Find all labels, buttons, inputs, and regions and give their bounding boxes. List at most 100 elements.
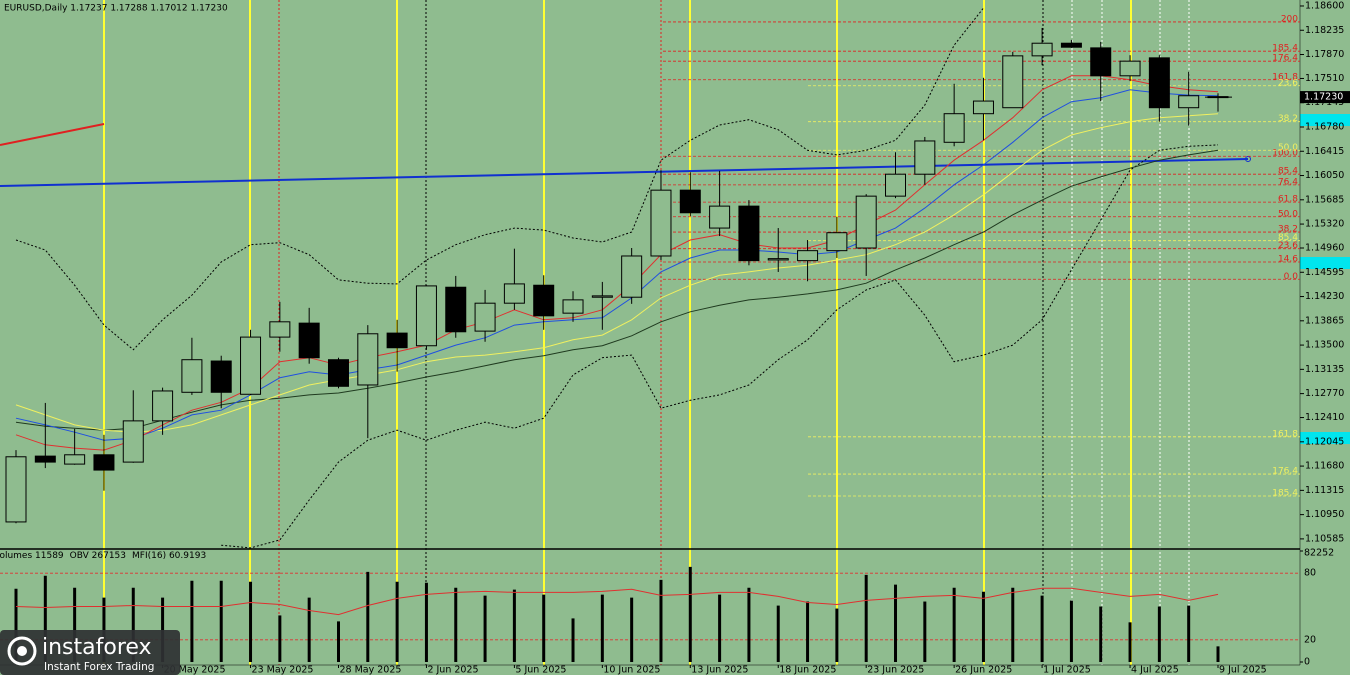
candle-body — [210, 360, 232, 393]
fib-label: 176.4 — [1272, 54, 1298, 64]
candle-body — [1178, 95, 1200, 109]
x-tick-label: 2 Jun 2025 — [427, 665, 478, 675]
fib-label: 100.0 — [1272, 149, 1298, 159]
candle-body — [533, 284, 555, 317]
candle-body — [445, 286, 467, 333]
y2-tick-label: 80 — [1304, 568, 1316, 579]
y-tick-label: 1.17870 — [1305, 49, 1344, 60]
candle-body — [1002, 55, 1024, 109]
candle-body — [298, 322, 320, 359]
candle-body — [797, 250, 819, 262]
indicator-line — [15, 75, 1219, 451]
candle-body — [562, 299, 584, 314]
candle-body — [181, 359, 203, 393]
candle-body — [34, 455, 56, 463]
fib-label: 176.4 — [1272, 467, 1298, 477]
candle-body — [855, 195, 877, 249]
x-tick-label: 10 Jun 2025 — [603, 665, 660, 675]
candle-body — [5, 456, 27, 523]
candle-body — [64, 454, 86, 465]
indicator-line — [221, 144, 1219, 549]
fib-label: 14.6 — [1278, 254, 1298, 264]
y-tick-label: 1.14595 — [1305, 267, 1344, 278]
indicator-line — [15, 113, 1219, 433]
price-tag — [1300, 114, 1350, 126]
candle-body — [93, 454, 115, 471]
candle-body — [357, 333, 379, 386]
fib-label: 76.4 — [1278, 177, 1298, 187]
candle-body — [1090, 47, 1112, 77]
logo-icon — [7, 636, 37, 666]
fib-label: 50.0 — [1278, 143, 1298, 153]
header-part: Volumes 11589 — [0, 551, 64, 561]
logo-icon — [17, 646, 27, 656]
candle-body — [1119, 60, 1141, 77]
x-tick-label: 23 Jun 2025 — [867, 665, 924, 675]
candle-body — [943, 113, 965, 143]
candle-body — [1031, 42, 1053, 57]
fib-label: 38.2 — [1278, 114, 1298, 124]
fib-label: 185.4 — [1272, 44, 1298, 54]
y-tick-label: 1.16780 — [1305, 121, 1344, 132]
candle-body — [767, 258, 789, 261]
price-tag — [1300, 432, 1350, 444]
logo-tagline: Instant Forex Trading — [44, 661, 154, 673]
x-tick-label: 26 Jun 2025 — [955, 665, 1012, 675]
y-tick-label: 1.11315 — [1305, 485, 1344, 496]
y-tick-label: 1.16415 — [1305, 146, 1344, 157]
fib-label: 85.4 — [1278, 233, 1298, 243]
y-tick-label: 1.11680 — [1305, 461, 1344, 472]
y-tick-label: 1.12410 — [1305, 412, 1344, 423]
y-tick-label: 1.10950 — [1305, 509, 1344, 520]
x-tick-label: 13 Jun 2025 — [691, 665, 748, 675]
logo-name: instaforex — [42, 635, 152, 660]
candle-body — [885, 173, 907, 197]
indicator-header: Volumes 11589 OBV 267153 MFI(16) 60.9193 — [0, 551, 206, 561]
indicator-line — [15, 149, 1219, 431]
x-tick-label: 23 May 2025 — [252, 665, 314, 675]
y-tick-label: 1.12770 — [1305, 388, 1344, 399]
candle-body — [1148, 57, 1170, 109]
y2-tick-label: 20 — [1304, 634, 1316, 645]
y-tick-label: 1.12045 — [1305, 436, 1344, 447]
chart-title: EURUSD,Daily 1.17237 1.17288 1.17012 1.1… — [4, 4, 228, 14]
fib-label: 23.6 — [1278, 241, 1298, 251]
fib-label: 161.8 — [1272, 429, 1298, 439]
candle-body — [1060, 42, 1082, 48]
x-tick-label: 28 May 2025 — [339, 665, 401, 675]
x-tick-label: 5 Jun 2025 — [515, 665, 566, 675]
indicator-line — [15, 7, 984, 351]
y-tick-label: 1.13500 — [1305, 340, 1344, 351]
indicator-line — [15, 89, 1219, 441]
candle-body — [327, 359, 349, 387]
mfi-line — [15, 587, 1219, 616]
logo: instaforex Instant Forex Trading — [0, 630, 180, 675]
fib-label: 161.8 — [1272, 72, 1298, 82]
x-tick-label: 1 Jul 2025 — [1043, 665, 1091, 675]
candle-body — [591, 295, 613, 298]
price-tag — [1300, 257, 1350, 269]
fib-label: 38.2 — [1278, 225, 1298, 235]
y-tick-label: 1.13135 — [1305, 364, 1344, 375]
candle-body — [503, 283, 525, 304]
y-tick-label: 1.14230 — [1305, 291, 1344, 302]
x-tick-label: 4 Jul 2025 — [1131, 665, 1179, 675]
y-tick-label: 1.14960 — [1305, 243, 1344, 254]
y-tick-label: 82252 — [1304, 548, 1334, 559]
fib-label: 50.0 — [1278, 209, 1298, 219]
x-tick-label: 9 Jul 2025 — [1219, 665, 1267, 675]
candle-body — [122, 420, 144, 463]
candle-body — [972, 100, 994, 115]
candle-body — [240, 336, 262, 395]
candle-body — [621, 255, 643, 298]
y-tick-label: 1.18235 — [1305, 25, 1344, 36]
y-tick-label: 1.13865 — [1305, 315, 1344, 326]
header-part: MFI(16) 60.9193 — [132, 551, 206, 561]
fib-label: 0.0 — [1284, 272, 1299, 282]
candle-body — [679, 189, 701, 214]
candle-body — [709, 205, 731, 229]
fib-label: 185.4 — [1272, 489, 1298, 499]
